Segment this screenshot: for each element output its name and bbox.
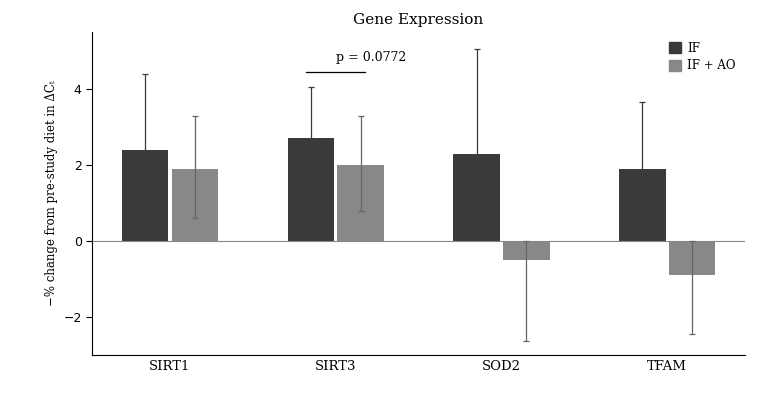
- Bar: [503, 241, 550, 260]
- Bar: [453, 154, 500, 241]
- Bar: [122, 150, 168, 241]
- Text: p = 0.0772: p = 0.0772: [336, 52, 406, 64]
- Bar: [171, 169, 218, 241]
- Bar: [619, 169, 666, 241]
- Y-axis label: −% change from pre‐study diet in ΔCₜ: −% change from pre‐study diet in ΔCₜ: [45, 81, 58, 306]
- Bar: [337, 165, 384, 241]
- Title: Gene Expression: Gene Expression: [353, 13, 484, 27]
- Bar: [287, 139, 334, 241]
- Legend: IF, IF + AO: IF, IF + AO: [666, 38, 739, 76]
- Bar: [669, 241, 715, 275]
